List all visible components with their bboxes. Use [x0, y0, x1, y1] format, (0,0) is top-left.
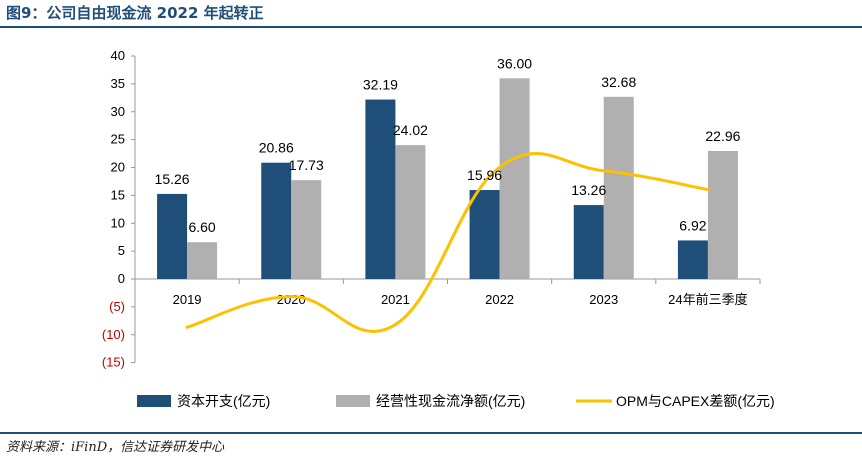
- capex-bar-label: 6.92: [679, 217, 706, 233]
- capex-bar: [261, 162, 292, 279]
- y-tick-label: (15): [102, 355, 125, 370]
- operating-cashflow-bar: [603, 96, 634, 280]
- chart-bars: [157, 78, 738, 280]
- y-tick-label: 35: [111, 76, 125, 91]
- y-tick-label: 10: [111, 215, 125, 230]
- chart: 40 35 30 25 20 15 10 5 0 (5) (10) (15) 2019 2020 2021 2…: [102, 48, 775, 409]
- chart-legend[interactable]: 资本开支(亿元) 经营性现金流净额(亿元) OPM与CAPEX差额(亿元): [137, 393, 775, 409]
- capex-bar-label: 13.26: [571, 182, 606, 198]
- operating-cashflow-bar-label: 36.00: [497, 55, 532, 71]
- chart-title: 图9：公司自由现金流 2022 年起转正: [6, 4, 264, 22]
- y-tick-label: 15: [111, 187, 125, 202]
- capex-bar: [157, 193, 188, 279]
- capex-bar: [469, 190, 500, 279]
- capex-bar-label: 15.26: [155, 171, 190, 187]
- source-note: 资料来源：iFinD，信达证券研发中心: [6, 440, 225, 455]
- operating-cashflow-bar: [187, 242, 218, 279]
- x-tick-label: 2020: [277, 292, 306, 307]
- legend-capex-label: 资本开支(亿元): [177, 393, 270, 409]
- operating-cashflow-bar: [291, 180, 322, 279]
- operating-cashflow-bar-label: 17.73: [289, 157, 324, 173]
- y-tick-label: 0: [118, 271, 125, 286]
- operating-cashflow-bar-label: 22.96: [705, 128, 740, 144]
- y-tick-label: 25: [111, 132, 125, 147]
- opm-capex-diff-line: [185, 152, 710, 333]
- chart-line: [185, 152, 710, 333]
- x-tick-label: 2021: [381, 292, 410, 307]
- capex-bar-label: 32.19: [363, 77, 398, 93]
- operating-cashflow-bar: [395, 145, 426, 279]
- capex-bar: [573, 205, 604, 279]
- y-tick-label: 20: [111, 160, 125, 175]
- x-tick-label: 2019: [173, 292, 202, 307]
- x-tick-label: 2023: [589, 292, 618, 307]
- operating-cashflow-bar: [499, 78, 530, 279]
- x-tick-label: 2022: [485, 292, 514, 307]
- capex-bar: [677, 240, 708, 279]
- capex-bar-label: 15.96: [467, 167, 502, 183]
- chart-data-labels: 15.26 20.86 32.19 15.96 13.26 6.92 6.60 17.73 24…: [155, 55, 741, 235]
- legend-operating-cashflow-swatch: [336, 395, 370, 407]
- operating-cashflow-bar-label: 32.68: [601, 74, 636, 90]
- y-tick-label: (5): [109, 299, 125, 314]
- legend-capex-swatch: [137, 395, 171, 407]
- y-tick-label: 5: [118, 243, 125, 258]
- legend-operating-cashflow-label: 经营性现金流净额(亿元): [376, 393, 525, 409]
- operating-cashflow-bar: [707, 150, 738, 279]
- y-tick-label: (10): [102, 327, 125, 342]
- operating-cashflow-bar-label: 24.02: [393, 122, 428, 138]
- operating-cashflow-bar-label: 6.60: [188, 219, 215, 235]
- capex-bar-label: 20.86: [259, 140, 294, 156]
- y-tick-label: 40: [111, 48, 125, 63]
- y-tick-label: 30: [111, 104, 125, 119]
- capex-bar: [365, 99, 396, 280]
- x-tick-label: 24年前三季度: [668, 292, 747, 307]
- legend-opm-capex-diff-label: OPM与CAPEX差额(亿元): [616, 393, 775, 409]
- top-divider: [0, 26, 862, 28]
- bottom-divider: [0, 432, 862, 434]
